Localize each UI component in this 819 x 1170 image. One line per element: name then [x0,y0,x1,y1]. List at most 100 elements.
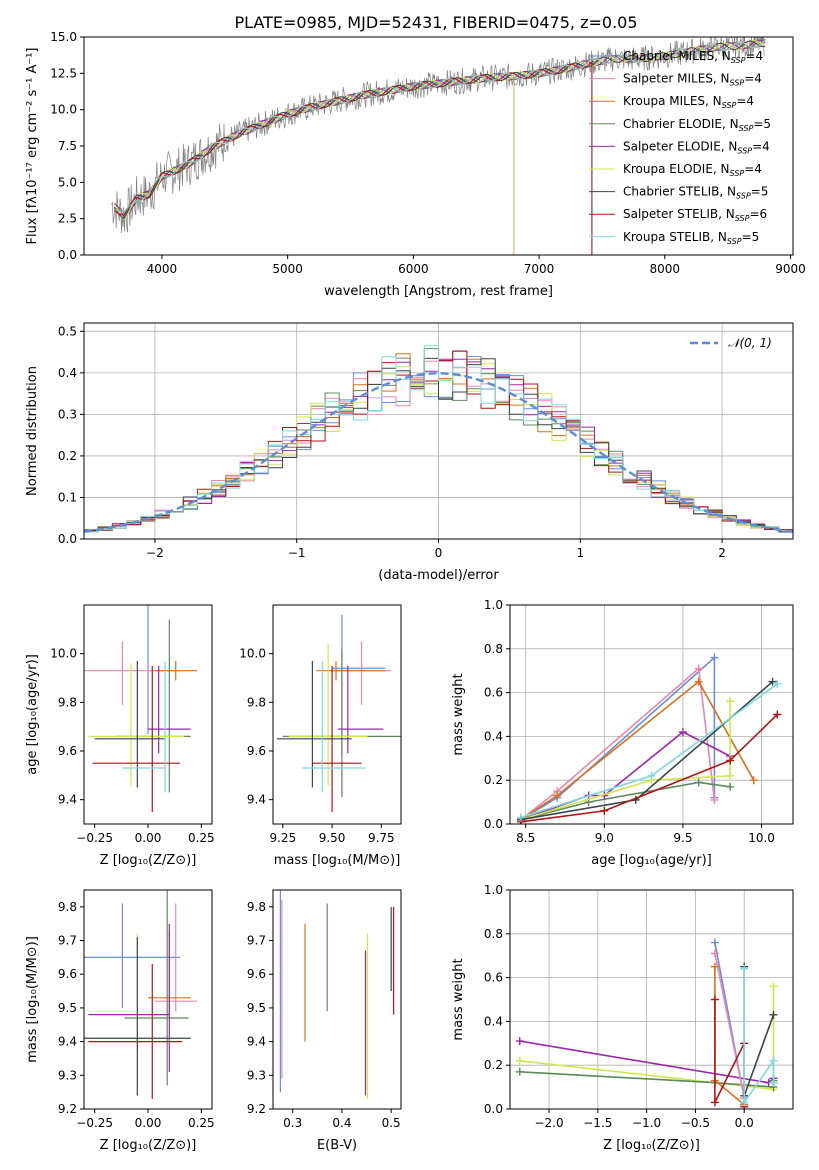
chart-spectrum: Chabrier MILES, NSSP=4 Salpeter MILES, NS… [25,30,806,299]
x-axis-label: Z [log₁₀(Z/Z⊙)] [603,1138,700,1153]
legend-label-sub: SSP [736,192,751,201]
legend-label-suffix: =4 [745,49,763,63]
x-tick-label: 10.0 [748,831,775,845]
x-tick-label: 0.4 [332,1116,351,1130]
y-tick-label: 5.0 [58,175,77,189]
y-tick-label: 7.5 [58,139,77,153]
y-tick-label: 0.6 [484,971,503,985]
y-tick-label: 9.8 [58,695,77,709]
data-point-marker [726,756,735,765]
y-tick-label: 9.4 [58,793,77,807]
x-tick-label: 0.5 [382,1116,401,1130]
x-axis-label: Z [log₁₀(Z/Z⊙)] [100,853,197,868]
legend-label-text: Salpeter ELODIE, N [623,139,737,153]
axes-frame [272,604,402,825]
mass-weight-line [714,999,746,1107]
plot-area [279,890,395,1099]
y-axis-label: Normed distribution [25,366,40,496]
mass-weight-line [520,713,778,823]
data-point-marker [515,1037,524,1046]
y-tick-label: 0.8 [484,927,503,941]
legend-label: Kroupa ELODIE, NSSP=4 [623,162,762,178]
x-tick-label: 6000 [398,262,429,276]
chart-residual-hist: 𝒩(0, 1) −2 −1 0 1 2 0.0 0.1 0.2 0.3 0.4 0.5 (data-mo… [25,322,794,583]
x-tick-label: 0.3 [283,1116,302,1130]
data-point-marker [694,778,703,787]
y-axis-label: mass weight [451,673,466,755]
legend-label: Kroupa STELIB, NSSP=5 [623,230,759,246]
plot-area [84,345,793,533]
data-point-marker [740,964,749,973]
y-tick-label: 0.0 [58,248,77,262]
legend-label-suffix: =4 [744,72,762,86]
y-axis-label: mass weight [451,958,466,1040]
legend-label-text: Kroupa ELODIE, N [623,162,730,176]
y-axis-label: Flux [fλ10⁻¹⁷ erg cm⁻² s⁻¹ A⁻¹] [25,48,40,245]
y-tick-label: 1.0 [484,598,503,612]
data-point-marker [769,1010,778,1019]
data-point-marker [600,806,609,815]
y-tick-label: 9.8 [247,900,266,914]
y-tick-label: 0.0 [484,817,503,831]
data-point-marker [710,1098,719,1107]
y-tick-label: 10.0 [239,647,266,661]
legend-label-text: Kroupa STELIB, N [623,230,727,244]
y-tick-label: 9.8 [58,900,77,914]
data-point-marker [749,776,758,785]
y-tick-label: 9.5 [58,1001,77,1015]
x-tick-label: 0.0 [735,1116,754,1130]
mass-weight-line [743,966,775,1097]
y-tick-label: 0.2 [484,773,503,787]
data-point-marker [769,1056,778,1065]
data-point-marker [710,653,719,662]
y-tick-label: 9.7 [247,934,266,948]
legend-label-suffix: =4 [752,139,770,153]
axes-frame [509,604,794,825]
legend-label-text: Chabrier STELIB, N [623,185,736,199]
x-tick-label: −1.5 [583,1116,612,1130]
legend-label: Salpeter MILES, NSSP=4 [623,72,762,88]
x-axis-label: mass [log₁₀(M/M⊙)] [274,853,401,868]
legend-label-suffix: =5 [742,230,760,244]
y-tick-label: 0.0 [58,532,77,546]
chart-age-vs-Z: −0.25 0.00 0.25 9.4 9.6 9.8 10.0 Z [log₁₀(Z/Z⊙)… [25,604,215,868]
x-tick-label: 0.25 [188,1116,215,1130]
x-tick-label: 8.5 [516,831,535,845]
axes-frame [509,889,794,1110]
data-point-marker [694,677,703,686]
chart-massweight-vs-Z: −2.0 −1.5 −1.0 −0.5 0.0 0.0 0.2 0.4 0.6 0.8 1.0 Z [… [451,883,794,1153]
data-point-marker [768,677,777,686]
y-tick-label: 9.6 [247,744,266,758]
chart-mass-vs-EBV: 0.3 0.4 0.5 9.2 9.3 9.4 9.5 9.6 9.7 9.8 E(B-V) [247,889,402,1153]
y-tick-label: 9.2 [247,1102,266,1116]
x-tick-label: −0.5 [681,1116,710,1130]
legend-label: Salpeter ELODIE, NSSP=4 [623,139,770,155]
data-point-marker [515,1056,524,1065]
y-tick-label: 9.4 [247,793,266,807]
x-tick-label: 9.25 [269,831,296,845]
data-point-marker [710,949,719,958]
figure-title: PLATE=0985, MJD=52431, FIBERID=0475, z=0… [234,13,637,32]
legend-label: Chabrier MILES, NSSP=4 [623,49,763,65]
x-tick-label: −2.0 [534,1116,563,1130]
x-tick-label: 0.25 [188,831,215,845]
x-tick-label: 8000 [650,262,681,276]
axes-frame [272,889,402,1110]
y-tick-label: 0.3 [58,407,77,421]
legend-label-suffix: =4 [744,162,762,176]
y-tick-label: 9.8 [247,695,266,709]
y-tick-label: 0.2 [58,449,77,463]
y-tick-label: 0.6 [484,686,503,700]
x-tick-label: −1.0 [632,1116,661,1130]
x-tick-label: 9000 [775,262,806,276]
mass-weight-line [520,701,731,821]
legend-label-suffix: =5 [751,185,769,199]
data-point-marker [710,962,719,971]
legend-label-suffix: =4 [736,94,754,108]
mass-weight-line [743,968,775,1105]
x-tick-label: 5000 [272,262,303,276]
legend-label-suffix: =5 [753,117,771,131]
data-point-marker [517,813,526,822]
mass-weight-line [520,680,774,821]
x-tick-label: −0.25 [76,1116,113,1130]
